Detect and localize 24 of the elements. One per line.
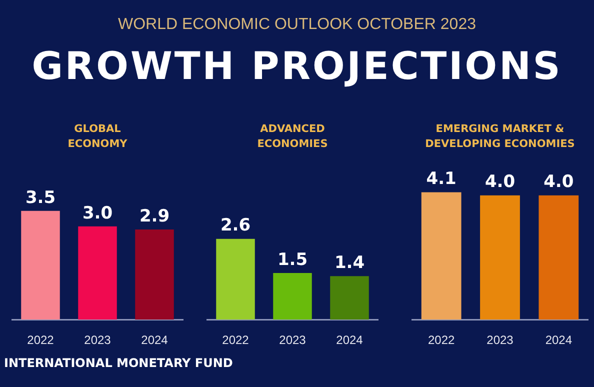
x-tick-label: 2024 [336,333,364,348]
x-tick-label: 2022 [222,333,250,348]
chart-title: ADVANCED ECONOMIES [256,122,329,152]
data-label: 2.9 [139,206,170,226]
x-tick-label: 2023 [486,333,514,348]
data-label: 3.0 [82,203,113,224]
chart-title: EMERGING MARKET & DEVELOPING ECONOMIES [424,122,576,152]
data-label: 2.6 [220,216,251,236]
data-label: 4.1 [426,169,456,190]
text: INTERNATIONAL MONETARY FUND [4,356,233,370]
x-tick-label: 2022 [27,333,54,348]
text: GROWTH PROJECTIONS [30,44,564,88]
data-label: 3.5 [25,188,56,208]
text: WORLD ECONOMIC OUTLOOK OCTOBER 2023 [117,16,477,34]
x-tick-label: 2024 [545,333,572,348]
data-label: 4.0 [484,172,516,192]
data-label: 1.5 [277,250,308,270]
x-tick-label: 2022 [428,333,456,348]
data-label: 1.4 [334,253,365,274]
x-tick-label: 2023 [279,333,306,348]
x-tick-label: 2023 [84,333,112,348]
x-tick-label: 2024 [141,333,168,348]
data-label: 4.0 [544,172,574,192]
chart-title: GLOBAL ECONOMY [66,122,128,152]
